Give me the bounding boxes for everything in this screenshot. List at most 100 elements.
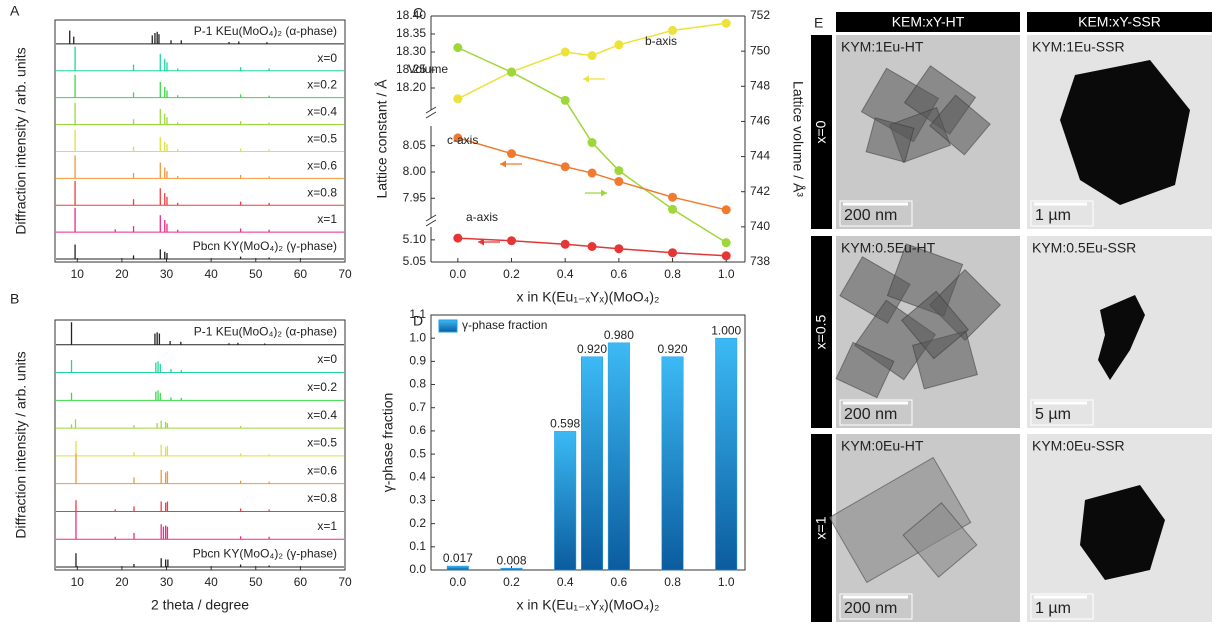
x-tick-label: 50 — [249, 267, 263, 281]
particle — [1080, 485, 1165, 580]
scale-box — [1030, 200, 1094, 227]
y2-tick-label: 750 — [750, 43, 770, 57]
bar — [607, 342, 630, 571]
y-tick-label: 18.40 — [396, 8, 426, 22]
y-tick-label: 0.5 — [409, 446, 426, 460]
value-label: 0.920 — [658, 342, 688, 356]
caption: KYM:0.5Eu-HT — [841, 240, 936, 256]
x-tick-label: 20 — [115, 575, 129, 589]
value-label: 0.017 — [443, 551, 473, 565]
y2-tick-label: 752 — [750, 8, 770, 22]
trace-label: x=0.5 — [307, 132, 337, 146]
caption: KYM:1Eu-HT — [841, 39, 924, 55]
particle — [1098, 295, 1145, 380]
scale-box — [1030, 399, 1094, 426]
y-tick-label: 0.9 — [409, 354, 426, 368]
caption: KYM:0Eu-HT — [841, 438, 924, 454]
marker — [668, 204, 678, 214]
trace-label: x=0 — [317, 352, 337, 366]
particle — [900, 290, 970, 360]
x-tick-label: 0.6 — [611, 575, 628, 589]
y-tick-label: 18.30 — [396, 44, 426, 58]
row-label-bg — [811, 434, 832, 622]
marker — [668, 248, 678, 258]
y-axis-label: γ-phase fraction — [380, 393, 396, 493]
x-tick-label: 0.8 — [664, 267, 681, 281]
x-tick-label: 20 — [115, 267, 129, 281]
marker — [614, 176, 624, 186]
plot-frame — [54, 19, 346, 263]
y-tick-label: 0.3 — [409, 493, 426, 507]
scale-box — [1030, 593, 1094, 620]
marker — [453, 133, 463, 143]
caption: KYM:0Eu-SSR — [1032, 438, 1125, 454]
series-label: c-axis — [447, 133, 478, 147]
marker — [560, 239, 570, 249]
marker — [721, 251, 731, 261]
marker — [453, 43, 463, 53]
y-tick-label: 0.1 — [409, 539, 426, 553]
x-tick-label: 0.2 — [503, 267, 520, 281]
trace-label: P-1 KEu(MoO₄)₂ (α-phase) — [194, 324, 337, 338]
row-label: x=0.5 — [813, 314, 829, 349]
particle — [865, 117, 915, 163]
bar — [581, 356, 604, 571]
column-header-bg — [1027, 12, 1212, 32]
plot-frame — [54, 319, 346, 571]
axis-break — [425, 111, 437, 119]
particle — [1060, 60, 1190, 205]
bar — [661, 356, 684, 571]
value-label: 0.980 — [604, 328, 634, 342]
marker — [507, 149, 517, 159]
y2-tick-label: 748 — [750, 78, 770, 92]
scale-box — [839, 399, 913, 426]
y-tick-label: 1.0 — [409, 330, 426, 344]
caption: KYM:1Eu-SSR — [1032, 39, 1125, 55]
series-line — [457, 22, 727, 100]
y-tick-label: 0.8 — [409, 377, 426, 391]
y-axis-label: Lattice constant / Å — [374, 79, 390, 199]
series-label: Volume — [408, 62, 448, 76]
marker — [453, 94, 463, 104]
y-tick-label: 0.7 — [409, 400, 426, 414]
marker — [587, 168, 597, 178]
trace-label: x=1 — [317, 212, 337, 226]
y-axis-label: Diffraction intensity / arb. units — [13, 351, 29, 538]
series-label: b-axis — [645, 34, 677, 48]
trace-label: x=0.8 — [307, 491, 337, 505]
y-tick-label: 5.10 — [403, 232, 427, 246]
panel-label: E — [814, 15, 823, 31]
marker — [587, 242, 597, 251]
x-tick-label: 0.0 — [449, 575, 466, 589]
trace-label: P-1 KEu(MoO₄)₂ (α-phase) — [194, 24, 337, 38]
y-tick-label: 0.0 — [409, 562, 426, 576]
y2-axis-label: Lattice volume / Å³ — [790, 81, 806, 197]
marker — [560, 95, 570, 105]
row-label: x=1 — [813, 516, 829, 539]
y-tick-label: 0.2 — [409, 516, 426, 530]
x-axis-label: 2 theta / degree — [151, 597, 249, 613]
x-tick-label: 0.6 — [611, 267, 628, 281]
panel-label: D — [413, 313, 423, 329]
value-label: 0.008 — [496, 553, 526, 567]
row-label-bg — [811, 236, 832, 428]
column-header: KEM:xY-HT — [892, 14, 965, 30]
arrow-head — [478, 238, 484, 246]
trace-label: Pbcn KY(MoO₄)₂ (γ-phase) — [193, 239, 337, 253]
trace-label: x=0.2 — [307, 380, 337, 394]
scale-label: 200 nm — [844, 406, 897, 423]
value-label: 1.000 — [711, 323, 741, 337]
marker — [507, 67, 517, 77]
x-tick-label: 30 — [160, 575, 174, 589]
axis-break — [425, 219, 437, 227]
trace-label: x=0 — [317, 51, 337, 65]
arrow-head — [500, 160, 506, 168]
y-tick-label: 1.1 — [409, 307, 426, 321]
y2-tick-label: 738 — [750, 254, 770, 268]
y-tick-label: 5.05 — [403, 254, 427, 268]
marker — [668, 25, 678, 35]
trace-label: x=1 — [317, 519, 337, 533]
scale-box — [839, 593, 913, 620]
scale-label: 5 µm — [1035, 406, 1071, 423]
scale-label: 200 nm — [844, 600, 897, 617]
